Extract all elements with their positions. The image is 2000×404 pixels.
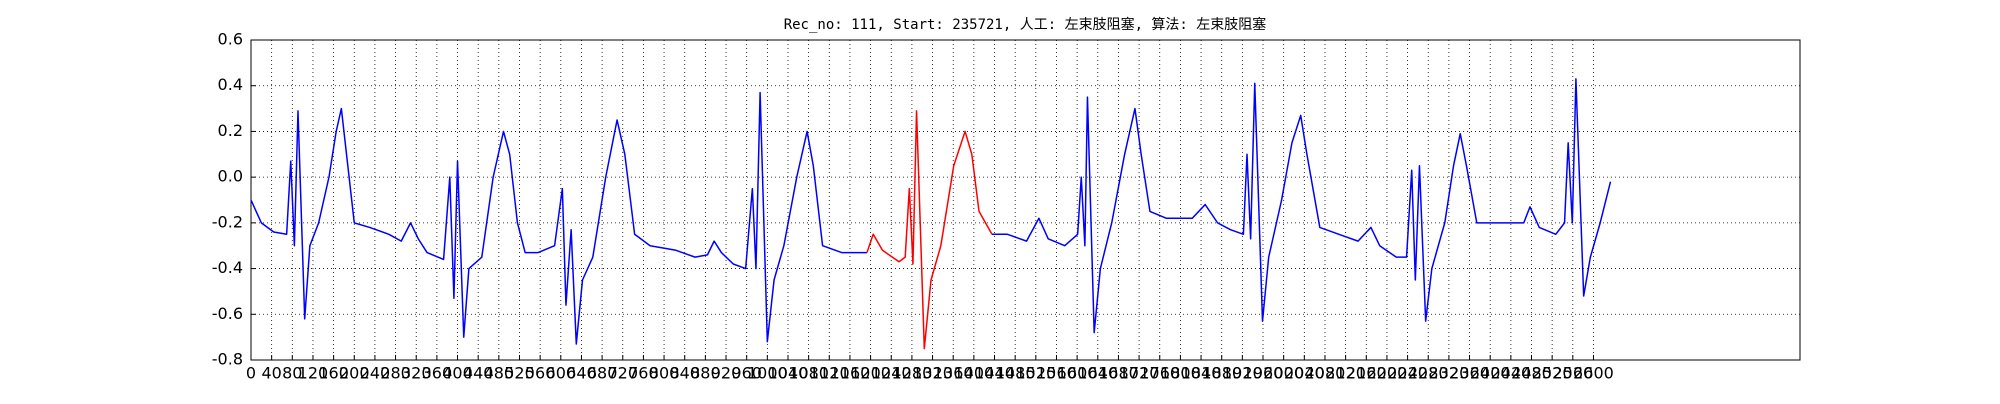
x-tick-label: 160 bbox=[318, 364, 349, 383]
x-tick-label: 680 bbox=[587, 364, 618, 383]
x-tick-label: 1840 bbox=[1181, 364, 1222, 383]
x-tick-label: 2400 bbox=[1470, 364, 1511, 383]
y-tick-label: -0.4 bbox=[212, 258, 243, 277]
x-tick-label: 1040 bbox=[768, 364, 809, 383]
x-tick-label: 960 bbox=[731, 364, 762, 383]
x-tick-label: 80 bbox=[282, 364, 302, 383]
x-tick-label: 1640 bbox=[1077, 364, 1118, 383]
x-tick-label: 120 bbox=[298, 364, 329, 383]
x-tick-label: 1720 bbox=[1119, 364, 1160, 383]
x-tick-label: 1200 bbox=[850, 364, 891, 383]
x-tick-label: 360 bbox=[422, 364, 453, 383]
x-tick-label: 2000 bbox=[1263, 364, 1304, 383]
x-tick-label: 1000 bbox=[747, 364, 788, 383]
x-tick-label: 640 bbox=[566, 364, 597, 383]
x-tick-label: 2280 bbox=[1408, 364, 1449, 383]
x-tick-label: 400 bbox=[442, 364, 473, 383]
x-tick-label: 1600 bbox=[1057, 364, 1098, 383]
x-tick-label: 2040 bbox=[1284, 364, 1325, 383]
chart-title: Rec_no: 111, Start: 235721, 人工: 左束肢阻塞, 算… bbox=[784, 16, 1267, 33]
x-tick-label: 480 bbox=[484, 364, 515, 383]
y-tick-label: 0.2 bbox=[218, 121, 243, 140]
x-tick-label: 560 bbox=[525, 364, 556, 383]
x-tick-label: 2360 bbox=[1449, 364, 1490, 383]
x-tick-label: 2440 bbox=[1490, 364, 1531, 383]
y-tick-label: -0.2 bbox=[212, 212, 243, 231]
x-tick-label: 2520 bbox=[1532, 364, 1573, 383]
x-tick-label: 1800 bbox=[1160, 364, 1201, 383]
ecg-line bbox=[250, 78, 1612, 345]
x-tick-label: 1680 bbox=[1098, 364, 1139, 383]
y-tick-label: -0.6 bbox=[212, 304, 243, 323]
x-tick-label: 1560 bbox=[1036, 364, 1077, 383]
x-tick-label: 440 bbox=[463, 364, 494, 383]
y-tick-label: 0.6 bbox=[218, 30, 243, 49]
x-tick-label: 520 bbox=[504, 364, 535, 383]
x-tick-label: 1760 bbox=[1139, 364, 1180, 383]
x-tick-label: 280 bbox=[380, 364, 411, 383]
x-tick-label: 240 bbox=[360, 364, 391, 383]
y-tick-label: -0.8 bbox=[212, 350, 243, 369]
x-tick-label: 840 bbox=[669, 364, 700, 383]
x-tick-label: 200 bbox=[339, 364, 370, 383]
x-tick-label: 760 bbox=[628, 364, 659, 383]
x-tick-label: 1400 bbox=[954, 364, 995, 383]
x-tick-label: 40 bbox=[261, 364, 281, 383]
x-tick-label: 2560 bbox=[1552, 364, 1593, 383]
x-tick-label: 800 bbox=[649, 364, 680, 383]
x-tick-label: 1280 bbox=[892, 364, 933, 383]
x-tick-label: 2160 bbox=[1346, 364, 1387, 383]
y-tick-label: 0.4 bbox=[218, 75, 243, 94]
x-tick-label: 1880 bbox=[1201, 364, 1242, 383]
x-tick-label: 1240 bbox=[871, 364, 912, 383]
x-tick-label: 1320 bbox=[912, 364, 953, 383]
x-tick-label: 1080 bbox=[788, 364, 829, 383]
x-tick-label: 320 bbox=[401, 364, 432, 383]
plot-frame bbox=[250, 39, 1801, 361]
x-tick-label: 1360 bbox=[933, 364, 974, 383]
x-tick-label: 2600 bbox=[1573, 364, 1614, 383]
x-tick-label: 0 bbox=[246, 364, 256, 383]
x-tick-label: 1440 bbox=[974, 364, 1015, 383]
x-tick-label: 1520 bbox=[1015, 364, 1056, 383]
x-tick-label: 1120 bbox=[809, 364, 850, 383]
x-tick-label: 2240 bbox=[1387, 364, 1428, 383]
x-tick-label: 2120 bbox=[1325, 364, 1366, 383]
x-tick-label: 920 bbox=[711, 364, 742, 383]
x-tick-label: 1480 bbox=[995, 364, 1036, 383]
ecg-line bbox=[866, 110, 993, 350]
x-tick-label: 2200 bbox=[1367, 364, 1408, 383]
x-tick-label: 720 bbox=[607, 364, 638, 383]
x-tick-label: 1920 bbox=[1222, 364, 1263, 383]
x-tick-label: 880 bbox=[690, 364, 721, 383]
x-tick-label: 2480 bbox=[1511, 364, 1552, 383]
x-tick-label: 600 bbox=[546, 364, 577, 383]
x-tick-label: 1160 bbox=[830, 364, 871, 383]
y-tick-label: 0.0 bbox=[218, 167, 243, 186]
x-tick-label: 1960 bbox=[1243, 364, 1284, 383]
x-tick-label: 2080 bbox=[1305, 364, 1346, 383]
x-tick-label: 2320 bbox=[1429, 364, 1470, 383]
